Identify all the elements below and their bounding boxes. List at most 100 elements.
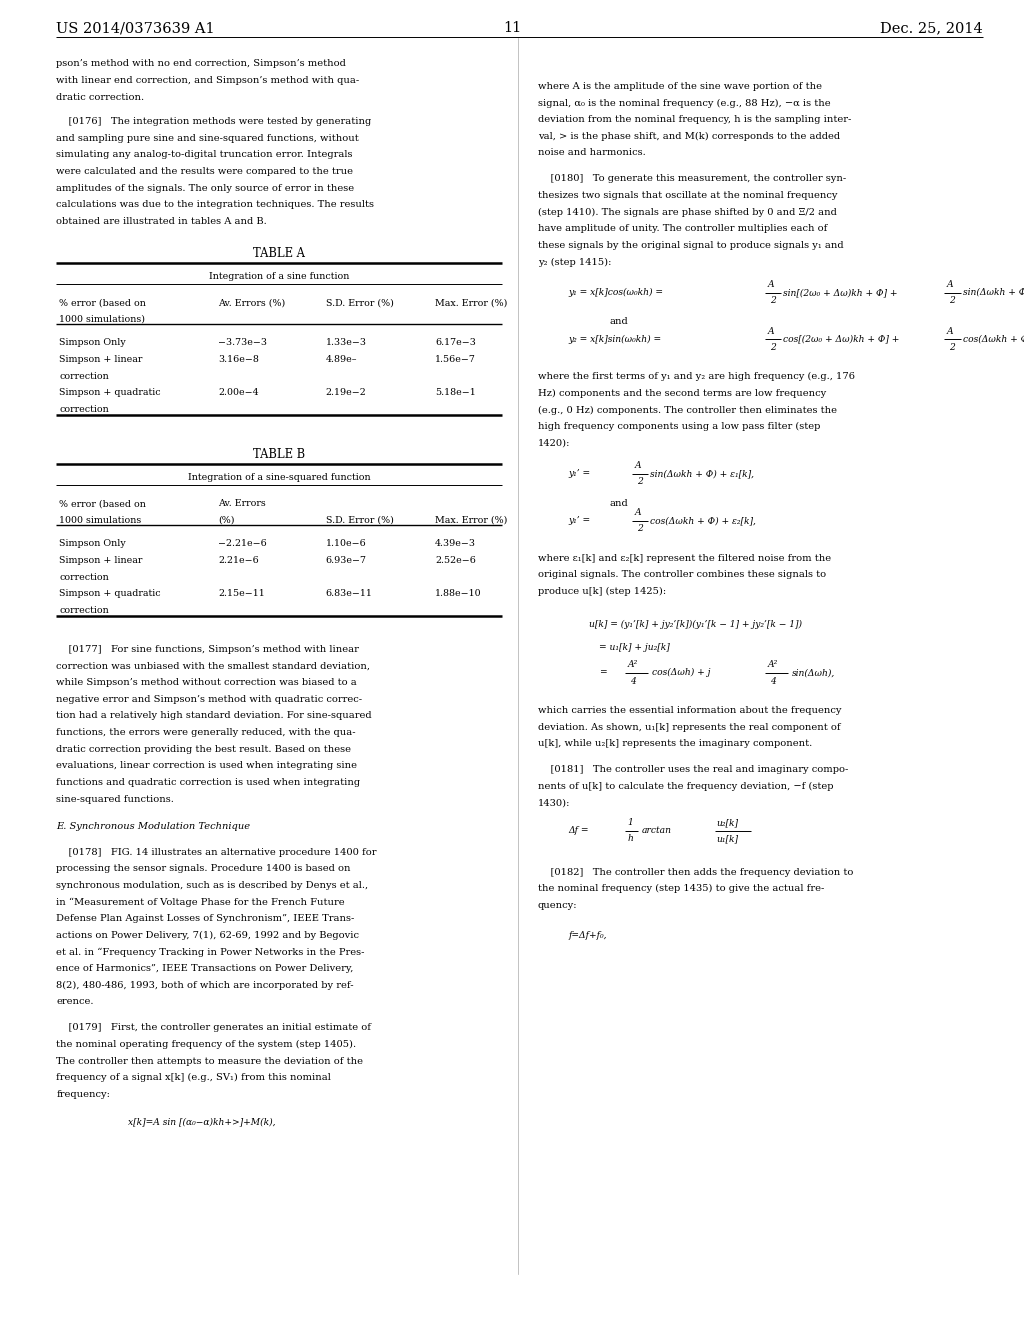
Text: sin[(2ω₀ + Δω)kh + Φ] +: sin[(2ω₀ + Δω)kh + Φ] +	[783, 288, 898, 297]
Text: [0178]   FIG. 14 illustrates an alternative procedure 1400 for: [0178] FIG. 14 illustrates an alternativ…	[56, 847, 377, 857]
Text: arctan: arctan	[642, 826, 672, 836]
Text: pson’s method with no end correction, Simpson’s method: pson’s method with no end correction, Si…	[56, 59, 346, 69]
Text: 1.56e−7: 1.56e−7	[435, 355, 476, 364]
Text: [0181]   The controller uses the real and imaginary compo-: [0181] The controller uses the real and …	[538, 766, 848, 774]
Text: while Simpson’s method without correction was biased to a: while Simpson’s method without correctio…	[56, 678, 357, 688]
Text: 1.88e−10: 1.88e−10	[435, 589, 482, 598]
Text: evaluations, linear correction is used when integrating sine: evaluations, linear correction is used w…	[56, 762, 357, 771]
Text: y₂ = x[k]sin(ω₀kh) =: y₂ = x[k]sin(ω₀kh) =	[568, 334, 662, 343]
Text: and sampling pure sine and sine-squared functions, without: and sampling pure sine and sine-squared …	[56, 133, 359, 143]
Text: where the first terms of y₁ and y₂ are high frequency (e.g., 176: where the first terms of y₁ and y₂ are h…	[538, 372, 855, 381]
Text: US 2014/0373639 A1: US 2014/0373639 A1	[56, 21, 215, 36]
Text: 4.89e–: 4.89e–	[326, 355, 357, 364]
Text: 2.19e−2: 2.19e−2	[326, 388, 367, 397]
Text: have amplitude of unity. The controller multiplies each of: have amplitude of unity. The controller …	[538, 224, 827, 234]
Text: and: and	[609, 317, 628, 326]
Text: TABLE B: TABLE B	[253, 447, 305, 461]
Text: which carries the essential information about the frequency: which carries the essential information …	[538, 706, 841, 715]
Text: [0182]   The controller then adds the frequency deviation to: [0182] The controller then adds the freq…	[538, 867, 853, 876]
Text: 2.00e−4: 2.00e−4	[218, 388, 259, 397]
Text: 1000 simulations): 1000 simulations)	[59, 315, 145, 323]
Text: Defense Plan Against Losses of Synchronism”, IEEE Trans-: Defense Plan Against Losses of Synchroni…	[56, 915, 354, 923]
Text: frequency:: frequency:	[56, 1090, 111, 1098]
Text: 1430):: 1430):	[538, 799, 570, 808]
Text: correction was unbiased with the smallest standard deviation,: correction was unbiased with the smalles…	[56, 661, 371, 671]
Text: 2: 2	[949, 343, 955, 351]
Text: erence.: erence.	[56, 998, 94, 1006]
Text: 4: 4	[630, 677, 636, 686]
Text: sin(Δωh),: sin(Δωh),	[792, 668, 835, 677]
Text: 4.39e−3: 4.39e−3	[435, 540, 476, 548]
Text: S.D. Error (%): S.D. Error (%)	[326, 516, 393, 525]
Text: amplitudes of the signals. The only source of error in these: amplitudes of the signals. The only sour…	[56, 183, 354, 193]
Text: deviation. As shown, u₁[k] represents the real component of: deviation. As shown, u₁[k] represents th…	[538, 722, 841, 731]
Text: 2.15e−11: 2.15e−11	[218, 589, 265, 598]
Text: signal, α₀ is the nominal frequency (e.g., 88 Hz), −α is the: signal, α₀ is the nominal frequency (e.g…	[538, 99, 830, 108]
Text: with linear end correction, and Simpson’s method with qua-: with linear end correction, and Simpson’…	[56, 77, 359, 84]
Text: original signals. The controller combines these signals to: original signals. The controller combine…	[538, 570, 825, 579]
Text: A: A	[635, 508, 641, 517]
Text: % error (based on: % error (based on	[59, 298, 146, 308]
Text: (step 1410). The signals are phase shifted by 0 and Ξ/2 and: (step 1410). The signals are phase shift…	[538, 207, 837, 216]
Text: −3.73e−3: −3.73e−3	[218, 338, 267, 347]
Text: [0177]   For sine functions, Simpson’s method with linear: [0177] For sine functions, Simpson’s met…	[56, 645, 359, 653]
Text: actions on Power Delivery, 7(1), 62-69, 1992 and by Begovic: actions on Power Delivery, 7(1), 62-69, …	[56, 931, 359, 940]
Text: thesizes two signals that oscillate at the nominal frequency: thesizes two signals that oscillate at t…	[538, 191, 837, 199]
Text: A: A	[768, 326, 774, 335]
Text: sin(Δωkh + Φ) + ε₁[k],: sin(Δωkh + Φ) + ε₁[k],	[650, 470, 755, 478]
Text: −2.21e−6: −2.21e−6	[218, 540, 267, 548]
Text: 1.10e−6: 1.10e−6	[326, 540, 367, 548]
Text: 2.52e−6: 2.52e−6	[435, 556, 476, 565]
Text: A: A	[947, 326, 953, 335]
Text: correction: correction	[59, 371, 110, 380]
Text: A: A	[947, 280, 953, 289]
Text: functions and quadratic correction is used when integrating: functions and quadratic correction is us…	[56, 777, 360, 787]
Text: 5.18e−1: 5.18e−1	[435, 388, 476, 397]
Text: 11: 11	[503, 21, 521, 36]
Text: sin(Δωkh + Φ),: sin(Δωkh + Φ),	[963, 288, 1024, 297]
Text: 8(2), 480-486, 1993, both of which are incorporated by ref-: 8(2), 480-486, 1993, both of which are i…	[56, 981, 354, 990]
Text: 6.93e−7: 6.93e−7	[326, 556, 367, 565]
Text: correction: correction	[59, 405, 110, 414]
Text: 1000 simulations: 1000 simulations	[59, 516, 141, 525]
Text: 6.83e−11: 6.83e−11	[326, 589, 373, 598]
Text: 3.16e−8: 3.16e−8	[218, 355, 259, 364]
Text: 2.21e−6: 2.21e−6	[218, 556, 259, 565]
Text: processing the sensor signals. Procedure 1400 is based on: processing the sensor signals. Procedure…	[56, 865, 351, 874]
Text: simulating any analog-to-digital truncation error. Integrals: simulating any analog-to-digital truncat…	[56, 150, 353, 160]
Text: 2: 2	[770, 343, 776, 351]
Text: negative error and Simpson’s method with quadratic correc-: negative error and Simpson’s method with…	[56, 694, 362, 704]
Text: S.D. Error (%): S.D. Error (%)	[326, 298, 393, 308]
Text: sine-squared functions.: sine-squared functions.	[56, 795, 174, 804]
Text: u₂[k]: u₂[k]	[717, 818, 738, 828]
Text: Max. Error (%): Max. Error (%)	[435, 298, 508, 308]
Text: where ε₁[k] and ε₂[k] represent the filtered noise from the: where ε₁[k] and ε₂[k] represent the filt…	[538, 554, 830, 562]
Text: the nominal frequency (step 1435) to give the actual fre-: the nominal frequency (step 1435) to giv…	[538, 884, 824, 894]
Text: (e.g., 0 Hz) components. The controller then eliminates the: (e.g., 0 Hz) components. The controller …	[538, 405, 837, 414]
Text: 4: 4	[770, 677, 776, 686]
Text: u[k], while u₂[k] represents the imaginary component.: u[k], while u₂[k] represents the imagina…	[538, 739, 812, 748]
Text: in “Measurement of Voltage Phase for the French Future: in “Measurement of Voltage Phase for the…	[56, 898, 345, 907]
Text: [0179]   First, the controller generates an initial estimate of: [0179] First, the controller generates a…	[56, 1023, 372, 1032]
Text: A²: A²	[628, 660, 638, 669]
Text: nents of u[k] to calculate the frequency deviation, −f (step: nents of u[k] to calculate the frequency…	[538, 781, 834, 791]
Text: A: A	[768, 280, 774, 289]
Text: quency:: quency:	[538, 900, 578, 909]
Text: functions, the errors were generally reduced, with the qua-: functions, the errors were generally red…	[56, 729, 356, 737]
Text: Dec. 25, 2014: Dec. 25, 2014	[881, 21, 983, 36]
Text: A: A	[635, 462, 641, 470]
Text: Δf =: Δf =	[568, 826, 589, 836]
Text: Simpson Only: Simpson Only	[59, 540, 126, 548]
Text: y₁’ =: y₁’ =	[568, 516, 591, 525]
Text: u₁[k]: u₁[k]	[717, 834, 738, 843]
Text: 2: 2	[770, 296, 776, 305]
Text: Simpson + linear: Simpson + linear	[59, 355, 142, 364]
Text: h: h	[628, 834, 634, 843]
Text: frequency of a signal x[k] (e.g., SV₁) from this nominal: frequency of a signal x[k] (e.g., SV₁) f…	[56, 1073, 331, 1082]
Text: E. Synchronous Modulation Technique: E. Synchronous Modulation Technique	[56, 822, 251, 830]
Text: The controller then attempts to measure the deviation of the: The controller then attempts to measure …	[56, 1056, 364, 1065]
Text: Simpson + quadratic: Simpson + quadratic	[59, 388, 161, 397]
Text: 1: 1	[628, 818, 634, 828]
Text: y₁’ =: y₁’ =	[568, 470, 591, 478]
Text: calculations was due to the integration techniques. The results: calculations was due to the integration …	[56, 201, 375, 210]
